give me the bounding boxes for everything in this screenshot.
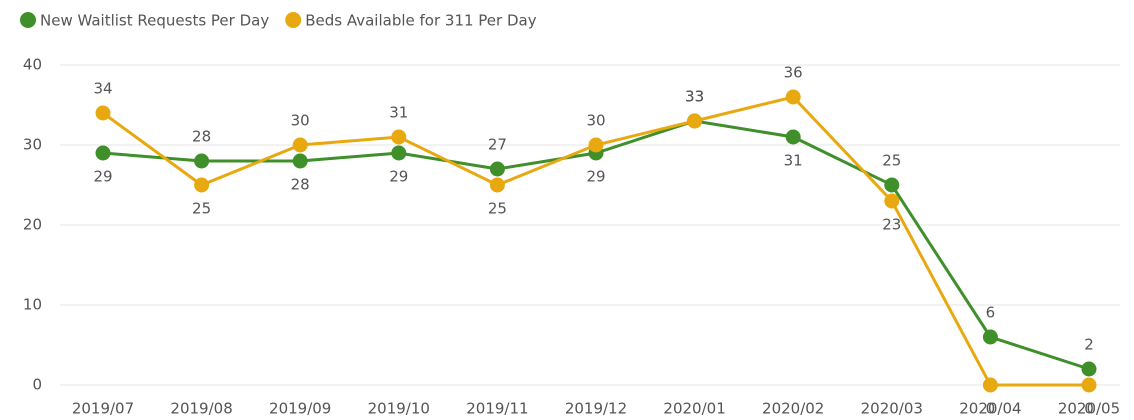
- data-label: 29: [389, 168, 408, 186]
- point: [785, 129, 801, 145]
- data-label: 34: [93, 80, 112, 98]
- x-tick-label: 2019/07: [72, 400, 134, 418]
- x-tick-label: 2020/02: [762, 400, 824, 418]
- data-label: 25: [488, 200, 507, 218]
- x-tick-label: 2019/10: [368, 400, 430, 418]
- x-tick-label: 2020/04: [959, 400, 1021, 418]
- point: [194, 177, 210, 193]
- data-label: 0: [986, 400, 996, 418]
- x-tick-label: 2019/12: [565, 400, 627, 418]
- x-tick-label: 2020/03: [861, 400, 923, 418]
- point: [1081, 377, 1097, 393]
- point: [489, 177, 505, 193]
- point: [489, 161, 505, 177]
- point: [391, 129, 407, 145]
- point: [588, 137, 604, 153]
- data-label: 6: [986, 304, 996, 322]
- point: [687, 113, 703, 129]
- data-label: 29: [586, 168, 605, 186]
- x-tick-label: 2019/09: [269, 400, 331, 418]
- point: [95, 105, 111, 121]
- data-label: 33: [685, 88, 704, 106]
- legend-marker: [285, 12, 302, 28]
- data-label: 30: [291, 112, 310, 130]
- y-tick-label: 10: [23, 296, 42, 314]
- x-tick-label: 2020/01: [663, 400, 725, 418]
- legend-label: New Waitlist Requests Per Day: [40, 12, 269, 30]
- point: [391, 145, 407, 161]
- point: [292, 137, 308, 153]
- data-label: 2: [1084, 336, 1094, 354]
- data-label: 28: [291, 176, 310, 194]
- data-label: 30: [586, 112, 605, 130]
- y-tick-label: 40: [23, 56, 42, 74]
- x-tick-label: 2019/11: [466, 400, 528, 418]
- data-label: 25: [882, 152, 901, 170]
- point: [982, 377, 998, 393]
- y-tick-label: 20: [23, 216, 42, 234]
- point: [884, 193, 900, 209]
- x-tick-label: 2019/08: [170, 400, 232, 418]
- data-label: 25: [192, 200, 211, 218]
- point: [194, 153, 210, 169]
- data-label: 27: [488, 136, 507, 154]
- data-label: 28: [192, 128, 211, 146]
- data-label: 23: [882, 216, 901, 234]
- point: [292, 153, 308, 169]
- point: [785, 89, 801, 105]
- data-label: 36: [784, 64, 803, 82]
- data-label: 31: [389, 104, 408, 122]
- point: [982, 329, 998, 345]
- y-tick-label: 0: [32, 376, 42, 394]
- legend-label: Beds Available for 311 Per Day: [305, 12, 536, 30]
- data-label: 33: [685, 88, 704, 106]
- point: [95, 145, 111, 161]
- y-tick-label: 30: [23, 136, 42, 154]
- data-label: 29: [93, 168, 112, 186]
- point: [884, 177, 900, 193]
- data-label: 0: [1084, 400, 1094, 418]
- legend-marker: [20, 12, 36, 28]
- data-label: 31: [784, 152, 803, 170]
- point: [1081, 361, 1097, 377]
- x-tick-label: 2020/05: [1058, 400, 1120, 418]
